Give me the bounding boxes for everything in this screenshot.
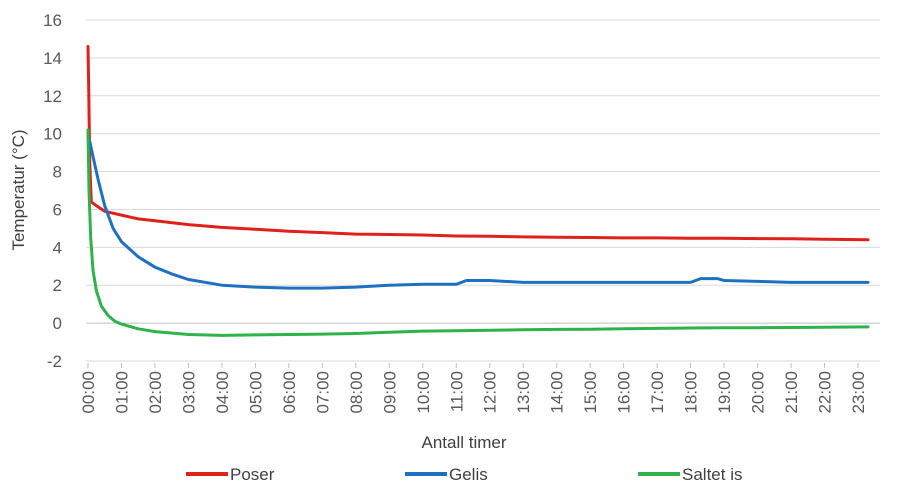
x-tick-label: 22:00 — [816, 371, 835, 414]
y-axis-title: Temperatur (°C) — [9, 129, 28, 250]
y-tick-label: 4 — [53, 238, 62, 257]
y-tick-label: 16 — [43, 11, 62, 30]
y-tick-label: -2 — [47, 352, 62, 371]
x-tick-label: 01:00 — [112, 371, 131, 414]
series-lines — [86, 45, 870, 337]
legend: Poser Gelis Saltet is — [186, 465, 742, 484]
series-line-gelis — [86, 136, 870, 290]
x-tick-label: 20:00 — [749, 371, 768, 414]
series-line-poser — [86, 45, 870, 242]
x-tick-label: 00:00 — [79, 371, 98, 414]
x-tick-label: 06:00 — [280, 371, 299, 414]
x-tick-label: 15:00 — [581, 371, 600, 414]
x-tick-label: 18:00 — [682, 371, 701, 414]
x-axis-title: Antall timer — [421, 433, 506, 452]
x-tick-label: 17:00 — [648, 371, 667, 414]
x-tick-label: 16:00 — [615, 371, 634, 414]
x-tick-label: 19:00 — [715, 371, 734, 414]
x-tick-label: 03:00 — [179, 371, 198, 414]
y-tick-label: 10 — [43, 125, 62, 144]
legend-label-saltet-is: Saltet is — [682, 465, 742, 484]
y-tick-label: 14 — [43, 49, 62, 68]
x-tick-label: 21:00 — [782, 371, 801, 414]
y-tick-label: 8 — [53, 163, 62, 182]
x-tick-label: 02:00 — [146, 371, 165, 414]
x-tick-label: 11:00 — [447, 371, 466, 412]
series-line-saltet-is — [86, 128, 870, 337]
y-axis-ticks: -2 0 2 4 6 8 10 12 14 16 — [43, 11, 62, 371]
y-tick-label: 0 — [53, 314, 62, 333]
x-tick-label: 10:00 — [414, 371, 433, 414]
gridlines — [86, 19, 880, 362]
y-tick-label: 6 — [53, 200, 62, 219]
x-tick-label: 08:00 — [347, 371, 366, 414]
legend-label-gelis: Gelis — [449, 465, 488, 484]
x-tick-label: 05:00 — [246, 371, 265, 414]
legend-label-poser: Poser — [230, 465, 275, 484]
x-tick-label: 04:00 — [213, 371, 232, 414]
x-tick-label: 09:00 — [380, 371, 399, 414]
y-tick-label: 2 — [53, 276, 62, 295]
x-axis-ticks: 00:00 01:00 02:00 03:00 04:00 05:00 06:00 07:00… — [79, 363, 868, 414]
y-tick-label: 12 — [43, 87, 62, 106]
x-tick-label: 12:00 — [481, 371, 500, 414]
x-tick-label: 13:00 — [514, 371, 533, 414]
x-tick-label: 14:00 — [548, 371, 567, 414]
x-tick-label: 23:00 — [849, 371, 868, 414]
x-tick-label: 07:00 — [313, 371, 332, 414]
